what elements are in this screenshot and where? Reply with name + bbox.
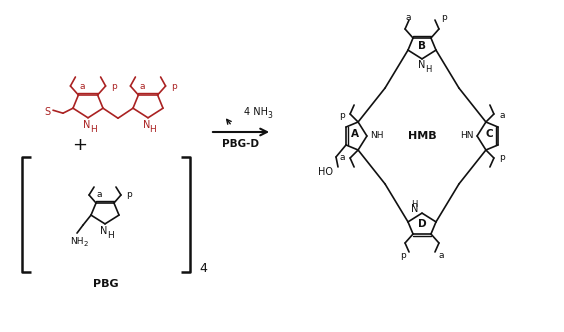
Text: H: H <box>425 65 431 74</box>
Text: HO: HO <box>319 167 333 177</box>
Text: a: a <box>499 111 505 120</box>
Text: N: N <box>100 226 108 236</box>
Text: 2: 2 <box>84 241 88 247</box>
Text: PBG: PBG <box>93 279 119 289</box>
Text: N: N <box>143 120 151 130</box>
Text: N: N <box>418 60 426 70</box>
Text: N: N <box>83 120 91 130</box>
Text: p: p <box>441 13 447 22</box>
Text: H: H <box>412 200 418 208</box>
Text: a: a <box>80 81 85 91</box>
Text: A: A <box>351 129 359 139</box>
Text: a: a <box>140 81 145 91</box>
Text: p: p <box>111 81 117 91</box>
Text: C: C <box>485 129 493 139</box>
Text: a: a <box>438 252 444 261</box>
Text: N: N <box>411 204 418 214</box>
Text: p: p <box>171 81 177 91</box>
Text: +: + <box>73 136 87 154</box>
Text: S: S <box>44 107 50 117</box>
Text: p: p <box>126 190 132 199</box>
Text: HN: HN <box>461 130 474 139</box>
Text: H: H <box>107 231 113 240</box>
Text: PBG-D: PBG-D <box>223 139 259 149</box>
Text: p: p <box>339 111 345 120</box>
Text: 4 NH: 4 NH <box>244 107 268 117</box>
Text: 3: 3 <box>267 111 272 120</box>
Text: D: D <box>418 219 426 229</box>
Text: a: a <box>340 152 345 161</box>
Text: p: p <box>400 252 406 261</box>
Text: NH: NH <box>370 130 384 139</box>
Text: HMB: HMB <box>408 131 437 141</box>
Text: p: p <box>499 152 505 161</box>
Text: H: H <box>90 125 96 134</box>
Text: NH: NH <box>70 237 83 246</box>
Text: H: H <box>149 125 156 134</box>
Text: a: a <box>96 190 102 199</box>
Text: a: a <box>406 13 411 22</box>
Text: 4: 4 <box>199 262 207 275</box>
Text: B: B <box>418 41 426 51</box>
